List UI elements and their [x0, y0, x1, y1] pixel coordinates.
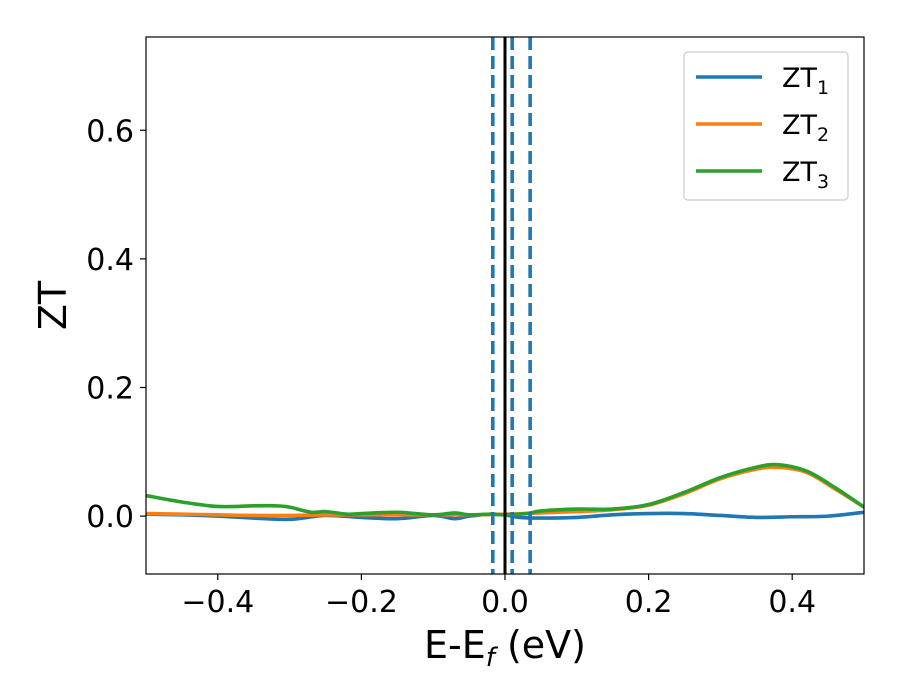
x-axis-label-main: E-E	[424, 623, 486, 667]
vline-layer	[490, 37, 532, 574]
legend-label-zt3: ZT3	[782, 157, 829, 193]
series-layer	[146, 462, 864, 522]
tick-layer: −0.4 −0.2 0.0 0.2 0.4 0.0 0.2 0.4 0.6	[86, 114, 816, 620]
x-axis-label-unit: (eV)	[495, 623, 586, 667]
y-tick-label: 0.6	[86, 114, 134, 149]
x-tick-label: −0.2	[325, 585, 398, 620]
legend: ZT1 ZT2 ZT3	[683, 51, 849, 201]
x-tick-label: −0.4	[181, 585, 254, 620]
y-tick-label: 0.0	[86, 500, 134, 535]
y-tick-label: 0.4	[86, 243, 134, 278]
y-tick-label: 0.2	[86, 371, 134, 406]
x-axis-label: E-Ef (eV)	[424, 623, 586, 673]
x-tick-label: 0.2	[625, 585, 673, 620]
legend-label-zt1: ZT1	[782, 63, 829, 99]
legend-box	[683, 51, 849, 201]
legend-label-zt2: ZT2	[782, 110, 829, 146]
x-tick-label: 0.0	[481, 585, 529, 620]
y-axis-label: ZT	[31, 280, 75, 330]
x-tick-label: 0.4	[768, 585, 816, 620]
series-line-zt3	[146, 462, 864, 517]
